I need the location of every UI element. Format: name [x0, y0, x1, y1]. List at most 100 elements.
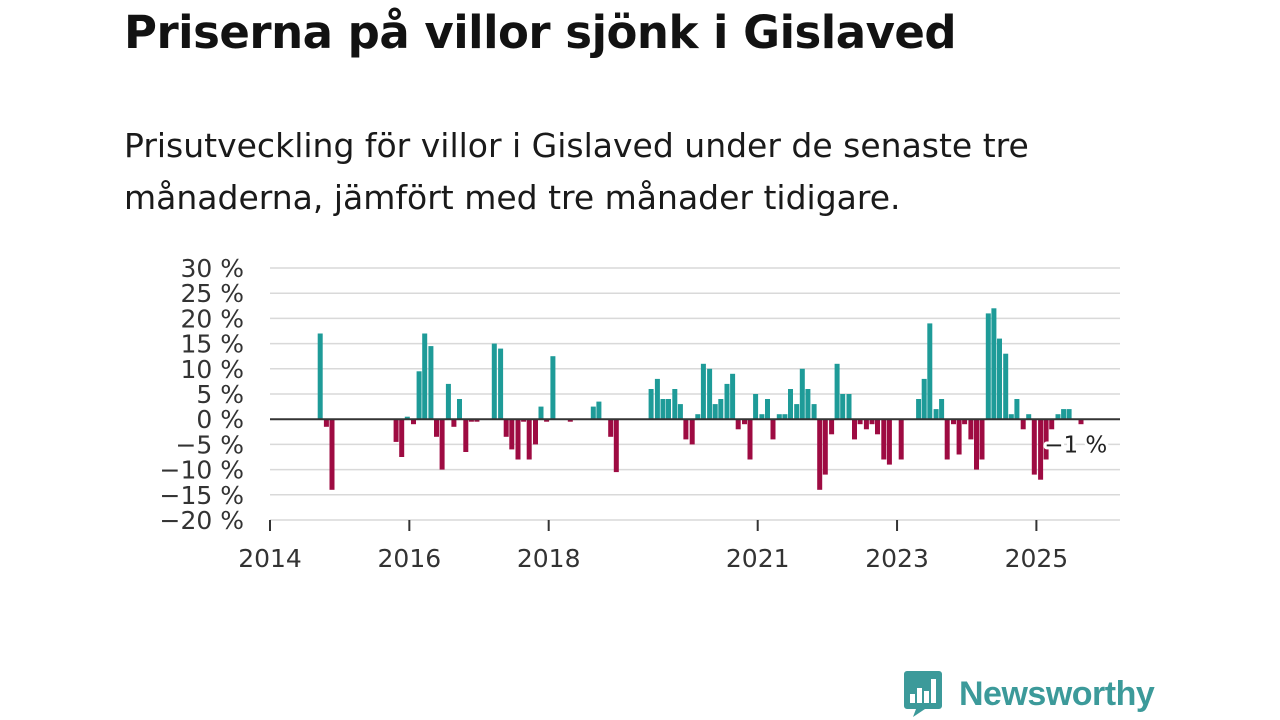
bar	[968, 419, 974, 440]
bar	[654, 378, 660, 420]
bar	[869, 419, 875, 425]
x-tick-label: 2023	[865, 544, 929, 573]
bar	[747, 419, 753, 460]
bar	[939, 399, 945, 420]
bar	[700, 363, 706, 420]
bar	[445, 383, 451, 420]
bar	[1014, 399, 1020, 420]
bar	[439, 419, 445, 470]
bar	[788, 389, 793, 420]
bar	[515, 419, 521, 460]
axes: 30 %25 %20 %15 %10 %5 %0 %−5 %−10 %−15 %…	[160, 254, 1120, 573]
bar	[666, 399, 671, 420]
bar	[491, 343, 497, 420]
bar	[730, 373, 736, 420]
bar	[1055, 414, 1061, 420]
bar	[1078, 419, 1084, 425]
bar	[718, 399, 724, 420]
bar	[933, 409, 939, 420]
bar	[852, 419, 857, 440]
bar	[393, 419, 399, 442]
bar	[567, 419, 573, 422]
bar	[509, 419, 515, 450]
chart-subtitle: Prisutveckling för villor i Gislaved und…	[124, 126, 1029, 217]
bar	[399, 419, 405, 457]
y-tick-label: 25 %	[180, 279, 244, 308]
bar	[544, 419, 550, 422]
bar	[898, 419, 904, 460]
bar	[608, 419, 614, 437]
bar	[648, 389, 654, 420]
bar	[672, 389, 678, 420]
y-tick-label: −5 %	[175, 430, 244, 459]
bar	[1038, 419, 1044, 480]
newsworthy-logo-icon	[904, 671, 942, 717]
bar	[770, 419, 776, 440]
y-tick-label: −10 %	[160, 456, 244, 485]
bar	[503, 419, 509, 437]
bar	[707, 368, 713, 420]
bar	[846, 394, 852, 420]
bar	[735, 419, 741, 430]
bar	[498, 348, 504, 420]
bar	[840, 394, 846, 420]
bar	[822, 419, 828, 475]
bar	[753, 394, 759, 420]
bar	[683, 419, 689, 440]
bar	[451, 419, 457, 427]
bar	[1066, 409, 1072, 420]
y-tick-label: −20 %	[160, 506, 244, 535]
y-tick-label: 5 %	[196, 380, 244, 409]
bar	[677, 404, 683, 420]
y-tick-label: 15 %	[180, 330, 244, 359]
bar	[1003, 353, 1009, 420]
x-tick-label: 2025	[1005, 544, 1069, 573]
y-tick-label: −15 %	[160, 481, 244, 510]
bar	[404, 416, 410, 420]
bar	[323, 419, 329, 427]
y-tick-label: 10 %	[180, 355, 244, 384]
bar-chart: 30 %25 %20 %15 %10 %5 %0 %−5 %−10 %−15 %…	[160, 254, 1120, 573]
x-tick-label: 2016	[378, 544, 442, 573]
bar	[811, 404, 817, 420]
bar	[944, 419, 950, 460]
bar	[538, 406, 544, 420]
bar	[881, 419, 887, 460]
bar	[782, 414, 788, 420]
bar	[997, 338, 1002, 420]
bar	[951, 419, 956, 425]
bar	[985, 313, 991, 420]
bar	[1008, 414, 1014, 420]
bar	[526, 419, 532, 460]
bar	[1020, 419, 1026, 430]
bar	[776, 414, 782, 420]
bar	[1049, 419, 1055, 430]
bar	[956, 419, 962, 455]
bar	[962, 419, 968, 425]
bar	[829, 419, 835, 435]
bar	[550, 356, 556, 420]
grid-lines	[270, 267, 1120, 521]
newsworthy-logo: Newsworthy	[903, 670, 1155, 718]
bar	[886, 419, 892, 465]
bar	[794, 404, 800, 420]
bar	[463, 419, 469, 452]
bar	[416, 371, 422, 420]
annotation-layer: −1 %	[1041, 429, 1110, 461]
bar	[857, 419, 863, 425]
bar	[428, 346, 434, 420]
x-tick-label: 2014	[238, 544, 302, 573]
bar	[799, 368, 805, 420]
y-tick-label: 20 %	[180, 304, 244, 333]
bar	[712, 404, 718, 420]
bar	[759, 414, 765, 420]
bar	[817, 419, 823, 490]
bar	[660, 399, 666, 420]
bar	[317, 333, 323, 420]
bar	[434, 419, 439, 437]
bar	[916, 399, 922, 420]
bar	[1031, 419, 1037, 475]
bar	[927, 323, 933, 420]
chart-title: Priserna på villor sjönk i Gislaved	[124, 6, 957, 59]
bar	[329, 419, 335, 490]
